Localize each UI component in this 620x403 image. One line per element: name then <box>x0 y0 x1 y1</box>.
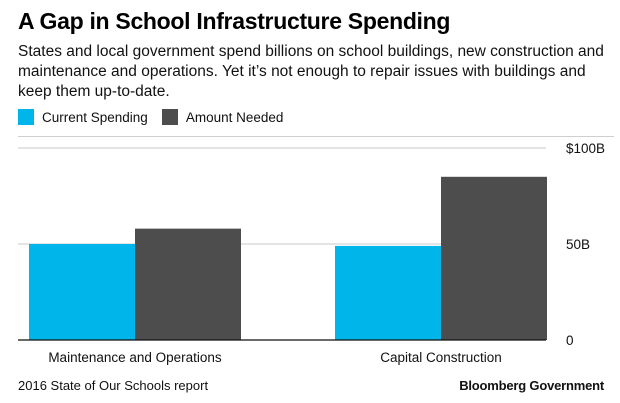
y-tick-label-1: 50B <box>566 237 590 252</box>
chart-title: A Gap in School Infrastructure Spending <box>18 8 451 34</box>
x-tick-label-1: Capital Construction <box>380 350 502 365</box>
chart-subtitle: States and local government spend billio… <box>18 43 604 100</box>
legend-label-amount-needed: Amount Needed <box>185 109 284 125</box>
bar-current-spending-1 <box>335 245 441 340</box>
source-note: 2016 State of Our Schools report <box>18 378 209 393</box>
bar-current-spending-0 <box>29 244 135 340</box>
legend-item-current-spending: Current Spending <box>18 109 148 125</box>
legend: Current Spending Amount Needed <box>18 109 297 125</box>
legend-label-current-spending: Current Spending <box>42 109 148 125</box>
legend-item-amount-needed: Amount Needed <box>161 109 284 125</box>
legend-swatch-current-spending <box>18 109 34 125</box>
y-tick-label-2: $100B <box>566 141 605 156</box>
x-tick-label-0: Maintenance and Operations <box>48 350 222 365</box>
bar-amount-needed-1 <box>441 176 547 340</box>
y-tick-label-0: 0 <box>566 333 574 348</box>
bar-amount-needed-0 <box>135 228 241 340</box>
legend-divider <box>18 136 614 137</box>
brand-logo: Bloomberg Government <box>459 378 604 393</box>
legend-swatch-amount-needed <box>161 109 178 125</box>
